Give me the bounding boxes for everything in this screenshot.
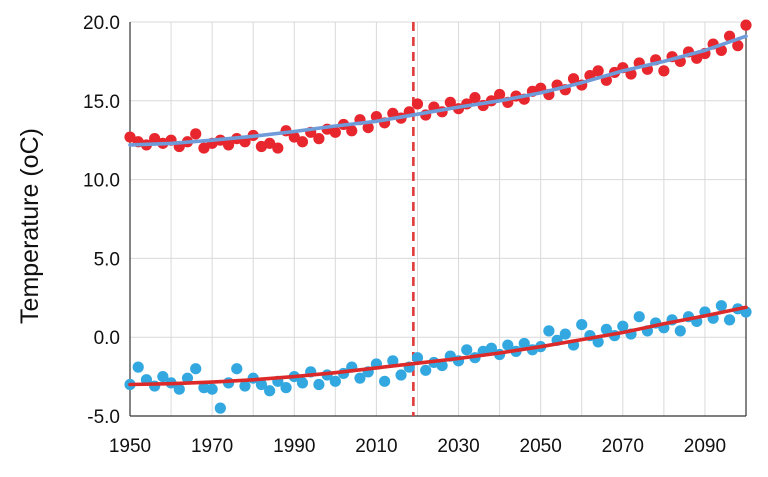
lower-series-point: [132, 361, 144, 373]
upper-series-point: [124, 131, 136, 143]
upper-series-point: [740, 19, 752, 31]
lower-series-point: [411, 352, 424, 364]
data-marks: [124, 19, 752, 416]
upper-series-point: [149, 133, 161, 145]
lower-series-point: [436, 359, 448, 372]
upper-series-point: [198, 142, 210, 154]
upper-series-point: [411, 98, 424, 110]
lower-series-point: [502, 339, 514, 351]
upper-series-point: [567, 73, 580, 85]
lower-series-point: [420, 364, 432, 376]
lower-series-point: [354, 372, 366, 384]
upper-series-point: [362, 121, 374, 134]
y-tick-label: 5.0: [94, 249, 120, 270]
upper-series-point: [272, 142, 284, 154]
y-tick-label: 0.0: [94, 328, 120, 349]
lower-series-point: [157, 371, 169, 383]
lower-series-point: [387, 355, 399, 367]
upper-series-point: [222, 139, 235, 151]
lower-series-point: [190, 363, 202, 375]
lower-series-point: [173, 383, 185, 395]
y-tick-label: 10.0: [83, 171, 120, 192]
upper-series-point: [494, 88, 506, 101]
upper-series-point: [288, 131, 300, 143]
y-axis-label: Temperature (oC): [16, 128, 44, 324]
x-tick-label: 1970: [191, 436, 233, 457]
y-tick-label: 15.0: [83, 92, 120, 113]
lower-trend-line: [128, 305, 748, 387]
lower-series-point: [313, 378, 325, 391]
lower-series-point: [255, 378, 268, 391]
upper-series-point: [346, 125, 358, 137]
lower-series-point: [206, 383, 218, 395]
upper-series-point: [691, 52, 703, 64]
upper-series-point: [469, 92, 481, 104]
upper-series-point: [592, 65, 604, 77]
upper-series-point: [264, 137, 276, 149]
upper-series-point: [732, 40, 744, 52]
lower-series-point: [379, 375, 391, 387]
x-tick-label: 2010: [355, 436, 397, 457]
lower-series-point: [181, 372, 194, 384]
x-tick-label: 2050: [520, 436, 562, 457]
upper-series-point: [329, 126, 341, 138]
lower-series-point: [395, 369, 407, 381]
lower-series-point: [231, 363, 243, 375]
x-tick-label: 1990: [273, 436, 315, 457]
tick-labels: 1950 1970 1990 2010 2030 2050 2070 2090 20.0 15.0…: [83, 13, 726, 457]
gridlines: [130, 21, 746, 416]
upper-series-point: [723, 30, 736, 42]
upper-trend-line: [128, 34, 748, 147]
lower-series-point: [149, 380, 161, 392]
upper-series-point: [658, 65, 670, 77]
lower-series-point: [543, 325, 555, 337]
lower-series-point: [264, 385, 276, 397]
lower-series-point: [592, 336, 604, 348]
lower-series-point: [559, 328, 571, 340]
lower-series-point: [600, 323, 612, 335]
lower-series-point: [518, 337, 530, 350]
lower-series-point: [296, 377, 309, 389]
y-tick-label: 20.0: [83, 13, 120, 34]
lower-series-point: [715, 300, 727, 312]
lower-series-point: [674, 325, 686, 337]
lower-series-point: [461, 344, 473, 356]
lower-series-point: [576, 318, 588, 331]
x-tick-label: 2070: [602, 436, 644, 457]
lower-series-point: [723, 314, 736, 326]
upper-series-point: [296, 136, 309, 148]
lower-series-point: [617, 320, 629, 332]
upper-series-point: [444, 96, 456, 108]
upper-series-point: [190, 128, 202, 140]
x-tick-label: 1950: [109, 436, 151, 457]
y-tick-label: -5.0: [87, 407, 120, 428]
upper-series-point: [313, 133, 325, 145]
lower-series-point: [239, 380, 251, 392]
lower-series-point: [633, 311, 645, 323]
x-tick-label: 2090: [684, 436, 726, 457]
lower-series-point: [214, 402, 226, 414]
lower-series-point: [280, 382, 292, 394]
axes: [129, 22, 747, 417]
x-tick-label: 2030: [437, 436, 479, 457]
lower-series-point: [329, 375, 341, 387]
lower-series-point: [485, 342, 497, 354]
